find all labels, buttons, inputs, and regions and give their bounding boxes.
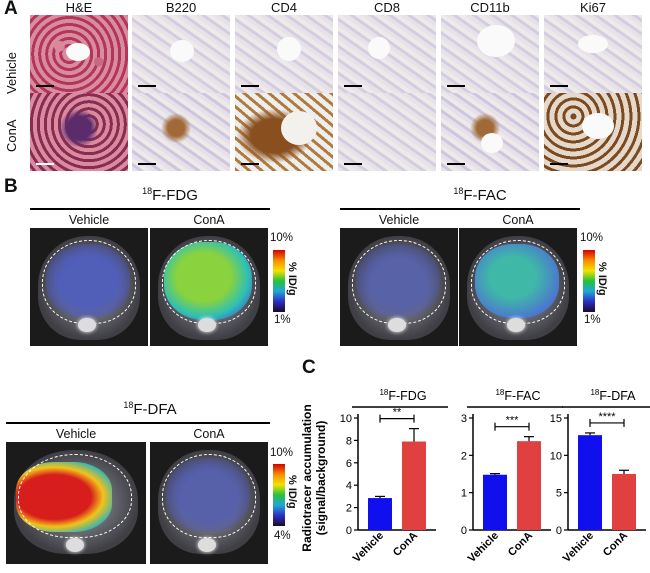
y-tick-label-fdfa: 5 (556, 488, 562, 500)
panel-c-charts: Radiotracer accumulation(signal/backgrou… (300, 388, 650, 565)
pet-dfa-vehicle (6, 442, 146, 564)
y-tick-label-ffac: 2 (461, 450, 467, 462)
dfa-scale-top: 10% (270, 447, 294, 459)
dfa-label-cona: ConA (193, 427, 225, 441)
y-tick-label-ffac: 1 (461, 488, 467, 500)
row-label-vehicle: Vehicle (4, 52, 19, 94)
x-tick-label-ffac-vehicle: Vehicle (466, 530, 501, 565)
tile-cd8-cona (338, 93, 436, 171)
scale-bar (36, 85, 54, 87)
pet-fdg-cona (150, 228, 268, 346)
tile-cd11b-cona (441, 93, 539, 171)
dfa-title-rule (6, 422, 270, 424)
fac-scale-unit: % ID/g (596, 262, 608, 296)
row-label-cona: ConA (4, 119, 19, 152)
y-axis-label: Radiotracer accumulation(signal/backgrou… (300, 404, 328, 551)
scale-bar (344, 163, 362, 165)
pet-dfa-cona (150, 442, 268, 564)
y-tick-label-ffac: 0 (461, 525, 467, 537)
y-tick-label-ffdg: 4 (346, 480, 352, 492)
tile-cd11b-vehicle (441, 15, 539, 93)
dfa-label-vehicle: Vehicle (55, 427, 97, 441)
chart-title-fdfa: 18F-DFA (590, 388, 636, 403)
x-tick-label-ffdg-cona: ConA (391, 530, 420, 559)
sig-stars-ffac: *** (506, 415, 520, 427)
fdg-scale-bottom: 1% (274, 314, 291, 326)
column-header-ki67: Ki67 (579, 0, 607, 15)
chart-title-ffac: 18F-FAC (495, 388, 540, 403)
y-tick-label-ffdg: 2 (346, 503, 352, 515)
panel-a-label: A (4, 0, 18, 19)
scale-bar (550, 163, 568, 165)
y-tick-label-fdfa: 10 (550, 450, 562, 462)
pet-fac-cona (459, 228, 577, 346)
tile-ki67-vehicle (544, 15, 642, 93)
fac-scale-top: 10% (580, 232, 604, 244)
fdg-title-rule (30, 208, 270, 210)
chart-title-ffdg: 18F-FDG (379, 388, 426, 403)
panel-b-label: B (4, 176, 18, 197)
scale-bar (241, 85, 259, 87)
tile-cd4-vehicle (235, 15, 333, 93)
scale-bar (447, 163, 465, 165)
x-tick-label-fdfa-cona: ConA (601, 530, 630, 559)
fdg-title: 18F-FDG (142, 186, 198, 204)
column-header-cd11b: CD11b (470, 0, 510, 15)
scale-bar (447, 85, 465, 87)
panel-c-label: C (302, 357, 316, 378)
dfa-scale-unit: % ID/g (286, 475, 298, 509)
bar-ffac-vehicle (483, 474, 507, 530)
bar-fdfa-vehicle (578, 435, 602, 530)
sig-stars-fdfa: **** (598, 411, 616, 423)
column-header-b220: B220 (165, 0, 197, 15)
column-header-he: H&E (65, 0, 93, 15)
pet-fac-vehicle (340, 228, 458, 346)
column-header-cd8: CD8 (373, 0, 400, 15)
y-tick-label-ffdg: 10 (340, 413, 352, 425)
fdg-scale-top: 10% (270, 232, 294, 244)
x-tick-label-ffac-cona: ConA (506, 530, 535, 559)
y-tick-label-fdfa: 15 (550, 413, 562, 425)
fdg-label-vehicle: Vehicle (68, 213, 110, 227)
tile-ki67-cona (544, 93, 642, 171)
fac-colorbar (583, 250, 595, 312)
dfa-scale-bottom: 4% (274, 530, 291, 542)
fac-label-vehicle: Vehicle (378, 213, 420, 227)
x-tick-label-fdfa-vehicle: Vehicle (561, 530, 596, 565)
scale-bar (241, 163, 259, 165)
fac-title: 18F-FAC (453, 186, 507, 204)
fac-title-rule (340, 208, 580, 210)
fac-label-cona: ConA (502, 213, 534, 227)
bar-fdfa-cona (612, 474, 636, 530)
bar-ffdg-cona (402, 441, 426, 530)
x-tick-label-ffdg-vehicle: Vehicle (351, 530, 386, 565)
fdg-colorbar (273, 250, 285, 312)
tile-cd8-vehicle (338, 15, 436, 93)
fdg-label-cona: ConA (193, 213, 225, 227)
dfa-title: 18F-DFA (123, 400, 177, 418)
dfa-colorbar (273, 464, 285, 526)
bar-ffdg-vehicle (368, 498, 392, 530)
y-tick-label-fdfa: 0 (556, 525, 562, 537)
y-tick-label-ffdg: 8 (346, 435, 352, 447)
scale-bar (138, 163, 156, 165)
tile-cd4-cona (235, 93, 333, 171)
scale-bar (344, 85, 362, 87)
y-tick-label-ffdg: 6 (346, 458, 352, 470)
bar-ffac-cona (517, 441, 541, 530)
tile-he-vehicle (30, 15, 128, 93)
scale-bar (550, 85, 568, 87)
scale-bar (138, 85, 156, 87)
tile-b220-vehicle (132, 15, 230, 93)
pet-fdg-vehicle (30, 228, 148, 346)
sig-stars-ffdg: ** (393, 407, 402, 419)
column-header-cd4: CD4 (270, 0, 297, 15)
tile-b220-cona (132, 93, 230, 171)
fac-scale-bottom: 1% (584, 314, 601, 326)
scale-bar (36, 163, 54, 165)
fdg-scale-unit: % ID/g (286, 262, 298, 296)
tile-he-cona (30, 93, 128, 171)
y-tick-label-ffac: 3 (461, 413, 467, 425)
y-tick-label-ffdg: 0 (346, 525, 352, 537)
